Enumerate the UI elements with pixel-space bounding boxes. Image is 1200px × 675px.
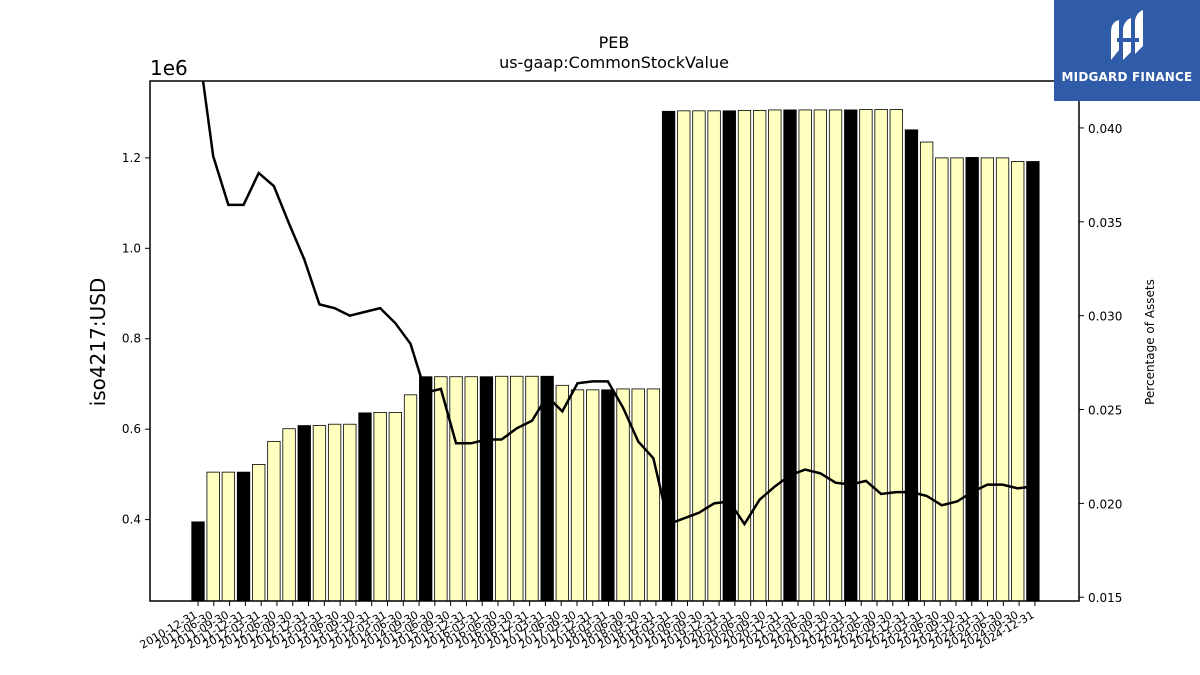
y-tick-label: 0.8 bbox=[122, 332, 141, 346]
bar-2018-09-30 bbox=[661, 110, 676, 602]
y-right-tick-label: 0.030 bbox=[1088, 310, 1122, 324]
y-tick-label: 0.6 bbox=[122, 422, 141, 436]
bar-2014-06-30 bbox=[403, 394, 418, 602]
bar-series bbox=[191, 109, 1040, 602]
y-right-tick-label: 0.035 bbox=[1088, 216, 1122, 230]
y-right-tick-label: 0.025 bbox=[1088, 404, 1122, 418]
bar-2013-09-30 bbox=[358, 412, 372, 602]
y-axis-right-label: Percentage of Assets bbox=[1143, 279, 1157, 405]
bar-2012-12-31 bbox=[312, 425, 327, 602]
bar-2024-09-30 bbox=[1026, 161, 1040, 602]
bar-2012-09-30 bbox=[297, 425, 311, 602]
y-axis-left: 0.4 0.6 0.8 1.0 1.2 bbox=[122, 151, 150, 527]
bar-2011-06-30 bbox=[221, 471, 236, 602]
bar-2021-12-31 bbox=[859, 109, 873, 602]
bar-2014-03-31 bbox=[388, 412, 402, 602]
bar-2022-06-30 bbox=[889, 109, 903, 602]
bar-2017-06-30 bbox=[586, 389, 600, 602]
bar-2022-03-31 bbox=[874, 109, 888, 602]
bar-2016-12-31 bbox=[555, 384, 569, 602]
plot-frame bbox=[149, 80, 1080, 602]
bar-2011-12-31 bbox=[252, 464, 266, 602]
bar-2019-09-30 bbox=[722, 110, 736, 602]
brand-name: MIDGARD FINANCE bbox=[1061, 70, 1193, 84]
bar-2024-03-31 bbox=[995, 157, 1010, 602]
bar-2022-12-31 bbox=[919, 141, 934, 602]
bar-2015-06-30 bbox=[464, 376, 478, 602]
bar-2022-09-30 bbox=[904, 129, 919, 602]
bar-2020-12-31 bbox=[798, 109, 812, 602]
bar-2021-03-31 bbox=[813, 109, 828, 602]
bar-2018-06-30 bbox=[646, 388, 661, 602]
bar-2016-03-31 bbox=[510, 375, 524, 602]
bar-2011-09-30 bbox=[236, 471, 251, 602]
bar-2020-06-30 bbox=[768, 109, 782, 602]
y-axis-right: 0.015 0.020 0.025 0.030 0.035 0.040 bbox=[1079, 122, 1122, 605]
bar-2019-12-31 bbox=[737, 109, 752, 602]
bar-2017-03-31 bbox=[570, 389, 585, 602]
bar-2015-12-31 bbox=[494, 375, 509, 602]
bar-2013-03-31 bbox=[327, 423, 342, 602]
bar-2018-03-31 bbox=[631, 388, 645, 602]
bar-2010-12-31 bbox=[191, 521, 205, 602]
bar-2023-12-31 bbox=[980, 157, 995, 602]
bar-2013-06-30 bbox=[343, 423, 357, 602]
bar-2021-06-30 bbox=[828, 109, 843, 602]
bar-2017-12-31 bbox=[616, 388, 630, 602]
bar-2023-06-30 bbox=[950, 157, 964, 602]
bar-2020-09-30 bbox=[783, 109, 797, 602]
logo-mark-icon bbox=[1111, 10, 1143, 60]
bar-2014-12-31 bbox=[434, 376, 448, 602]
bar-2019-03-31 bbox=[692, 110, 706, 602]
y-tick-label: 1.0 bbox=[122, 241, 141, 255]
bar-2016-06-30 bbox=[525, 375, 539, 602]
bar-2015-03-31 bbox=[449, 376, 463, 602]
bar-2023-03-31 bbox=[935, 157, 949, 602]
bar-2015-09-30 bbox=[479, 376, 494, 602]
y-right-tick-label: 0.040 bbox=[1088, 122, 1122, 136]
bar-2017-09-30 bbox=[601, 389, 615, 602]
bar-2013-12-31 bbox=[373, 412, 387, 602]
chart-title: PEB bbox=[599, 33, 630, 52]
bar-2019-06-30 bbox=[707, 110, 721, 602]
line-series bbox=[201, 81, 1034, 527]
bar-2011-03-31 bbox=[206, 471, 220, 602]
y-right-tick-label: 0.015 bbox=[1088, 591, 1122, 605]
line-series-group bbox=[201, 81, 1034, 527]
bar-2024-06-30 bbox=[1011, 161, 1025, 602]
bar-2012-06-30 bbox=[282, 428, 296, 602]
bar-2016-09-30 bbox=[540, 375, 554, 602]
bar-2020-03-31 bbox=[753, 109, 767, 602]
y-axis-label: iso4217:USD bbox=[86, 278, 110, 407]
y-tick-label: 0.4 bbox=[122, 513, 141, 527]
bar-2014-09-30 bbox=[419, 376, 433, 602]
chart-subtitle: us-gaap:CommonStockValue bbox=[499, 53, 729, 72]
bar-2021-09-30 bbox=[844, 109, 858, 602]
y-right-tick-label: 0.020 bbox=[1088, 497, 1122, 511]
bar-2018-12-31 bbox=[677, 110, 691, 602]
x-axis: 2010-12-312011-06-302011-09-302011-12-31… bbox=[138, 601, 1036, 652]
bar-2023-09-30 bbox=[965, 157, 979, 602]
y-offset-label: 1e6 bbox=[150, 56, 188, 80]
brand-logo: MIDGARD FINANCE bbox=[1054, 0, 1200, 101]
y-tick-label: 1.2 bbox=[122, 151, 141, 165]
bar-2012-03-31 bbox=[267, 440, 281, 602]
